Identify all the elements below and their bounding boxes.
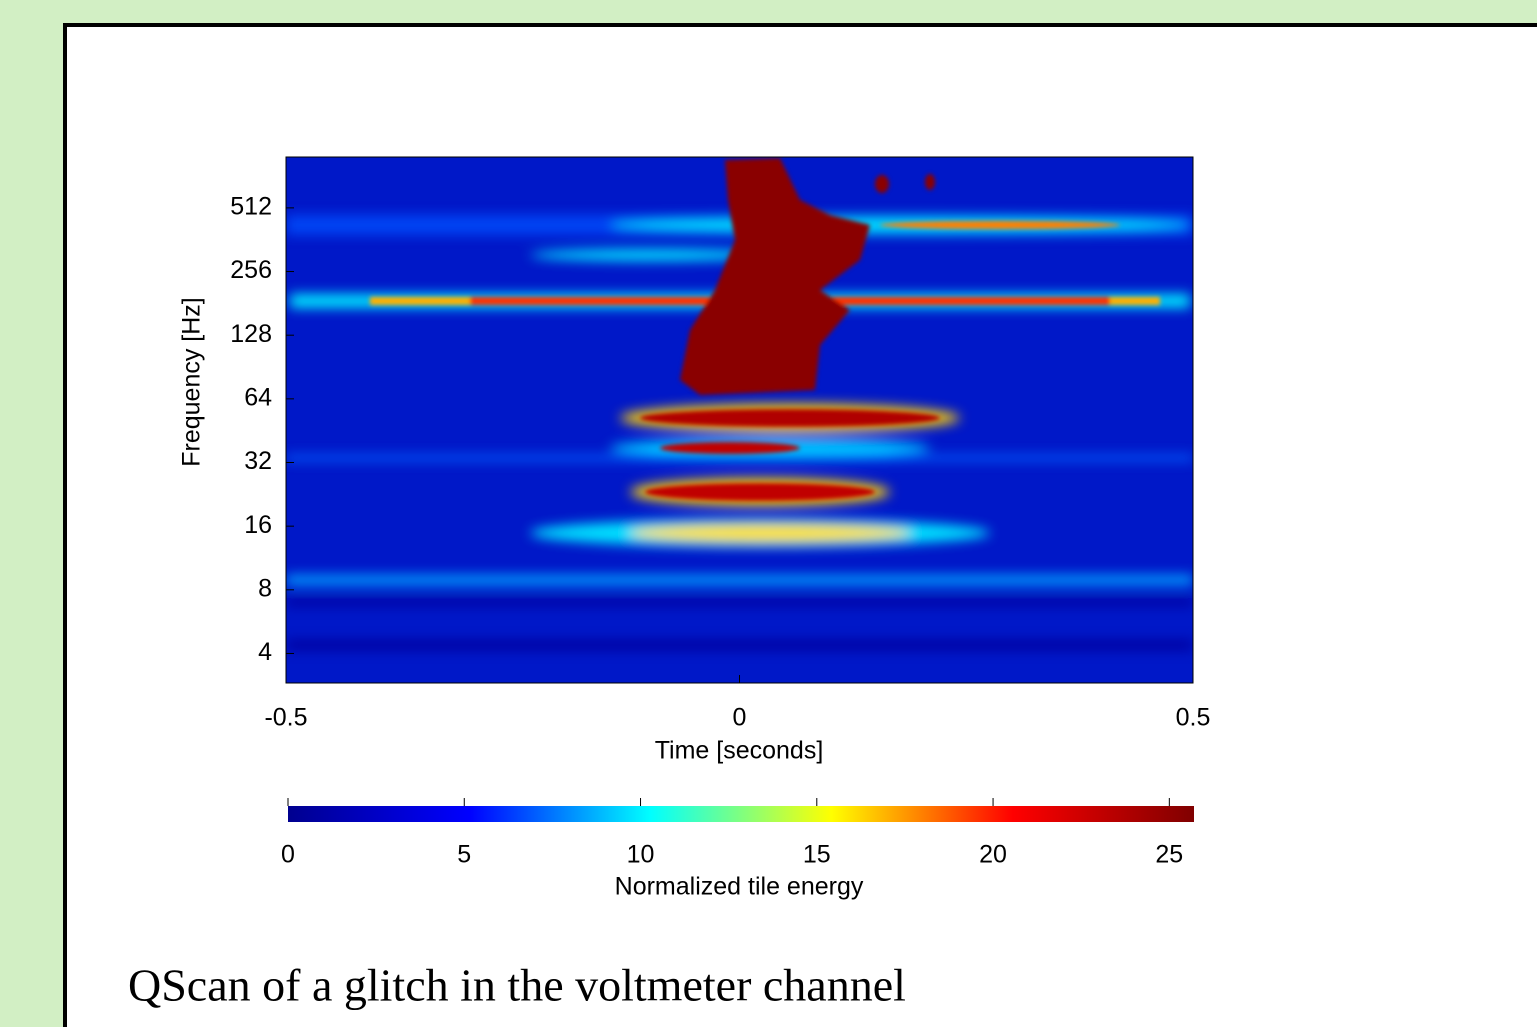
energy-peaks <box>370 158 1160 501</box>
y-tick-label: 512 <box>230 192 272 220</box>
colorbar <box>288 806 1194 822</box>
y-tick-label: 16 <box>244 511 272 539</box>
y-tick-label: 128 <box>230 320 272 348</box>
caption: QScan of a glitch in the voltmeter chann… <box>128 960 906 1011</box>
x-tick-label: 0 <box>733 704 747 732</box>
x-axis-label: Time [seconds] <box>655 737 824 765</box>
colorbar-tick-label: 15 <box>803 841 831 869</box>
y-tick-label: 32 <box>244 447 272 475</box>
y-tick-label: 4 <box>258 638 272 666</box>
x-tick-label: -0.5 <box>264 704 307 732</box>
colorbar-tick-label: 0 <box>281 841 295 869</box>
y-tick-label: 256 <box>230 256 272 284</box>
colorbar-tick-label: 5 <box>457 841 471 869</box>
colorbar-tick-label: 10 <box>627 841 655 869</box>
colorbar-label: Normalized tile energy <box>615 873 864 901</box>
y-tick-label: 8 <box>258 574 272 602</box>
x-tick-label: 0.5 <box>1176 704 1211 732</box>
y-axis-label: Frequency [Hz] <box>178 297 206 467</box>
colorbar-tick-label: 20 <box>979 841 1007 869</box>
colorbar-tick-label: 25 <box>1155 841 1183 869</box>
spectrogram-image <box>286 157 1193 683</box>
y-tick-label: 64 <box>244 383 272 411</box>
